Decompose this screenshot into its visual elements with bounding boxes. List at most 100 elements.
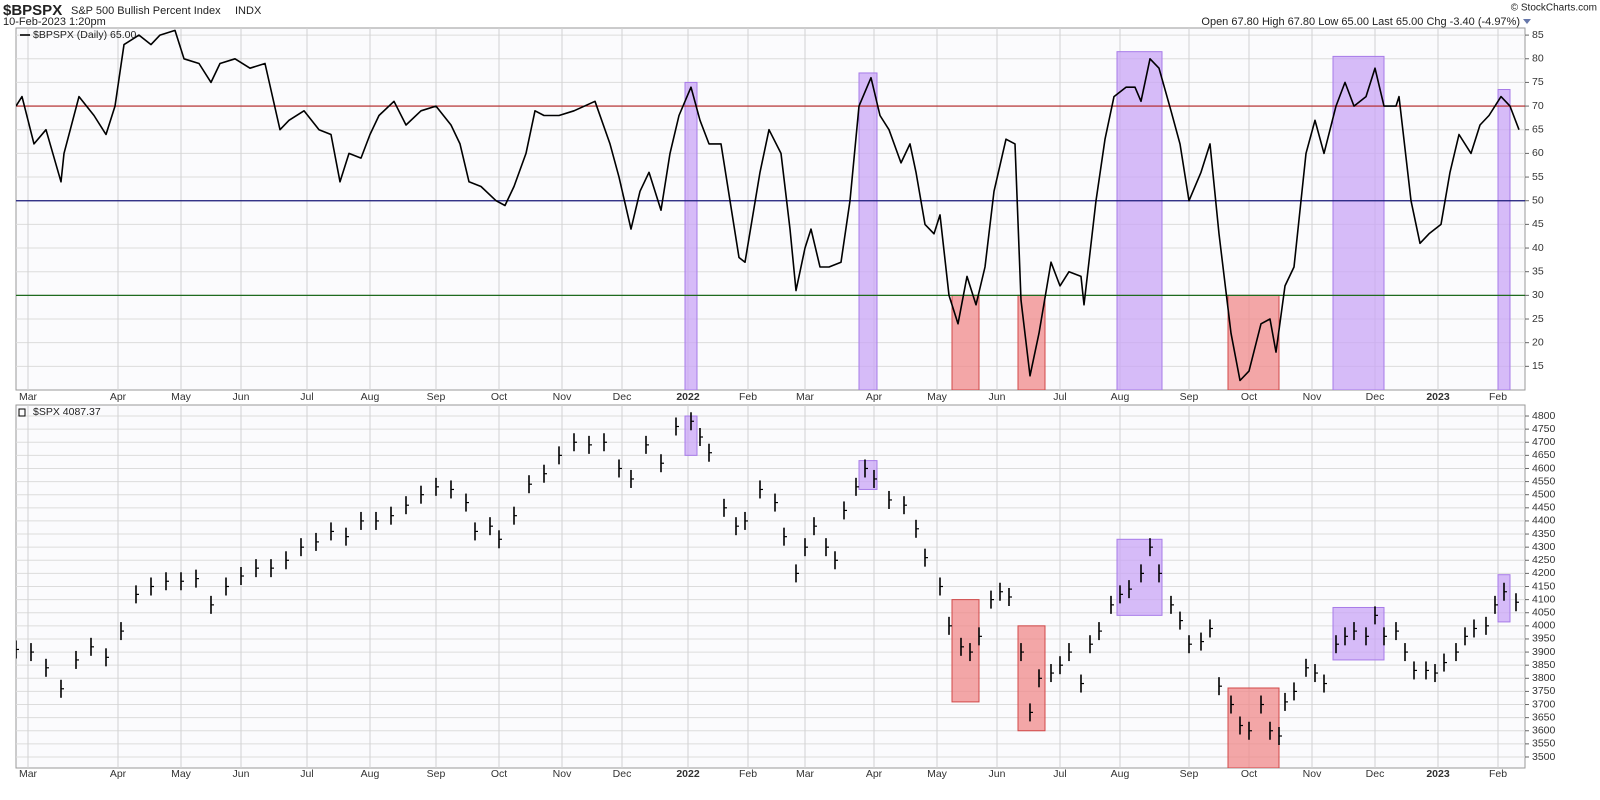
y-tick-label: 4150 — [1532, 580, 1556, 592]
price-bar — [558, 446, 562, 465]
y-tick-label: 65 — [1532, 124, 1544, 136]
price-bar — [864, 459, 868, 478]
price-bar — [1119, 585, 1123, 604]
y-tick-label: 4750 — [1532, 423, 1556, 435]
price-bar — [1050, 664, 1054, 683]
price-bar — [1335, 635, 1339, 654]
x-tick-label: Apr — [866, 391, 883, 403]
price-bar — [1494, 595, 1498, 614]
price-bar — [1218, 677, 1222, 696]
x-tick-label: Oct — [1241, 768, 1257, 780]
x-tick-label: May — [171, 768, 192, 780]
x-tick-label: Sep — [1180, 768, 1199, 780]
price-bar — [435, 477, 439, 496]
x-tick-label: Jun — [989, 768, 1006, 780]
x-tick-label: Aug — [1111, 391, 1130, 403]
price-bar — [843, 501, 847, 520]
x-tick-label: Aug — [361, 391, 380, 403]
y-tick-label: 3800 — [1532, 672, 1556, 684]
price-bar — [1020, 643, 1024, 662]
price-bar — [855, 477, 859, 496]
highlight-zone — [1332, 55, 1385, 390]
y-tick-label: 4300 — [1532, 541, 1556, 553]
price-bar — [888, 490, 892, 509]
price-bar — [489, 517, 493, 536]
price-bar — [708, 443, 712, 462]
x-tick-label: Mar — [19, 768, 38, 780]
price-bar — [774, 493, 778, 512]
price-bar — [690, 412, 694, 431]
y-tick-label: 70 — [1532, 100, 1544, 112]
highlight-zone — [951, 599, 980, 703]
price-bar — [513, 506, 517, 525]
price-bar — [315, 532, 319, 551]
price-bar — [1413, 661, 1417, 680]
price-bar — [1110, 595, 1114, 614]
price-bar — [990, 590, 994, 609]
price-bar — [1353, 622, 1357, 641]
price-bar — [699, 427, 703, 446]
price-bar — [1314, 664, 1318, 683]
price-bar — [45, 658, 49, 677]
x-tick-label: 2022 — [676, 391, 700, 403]
y-tick-label: 4000 — [1532, 620, 1556, 632]
y-tick-label: 4250 — [1532, 554, 1556, 566]
price-bar — [645, 435, 649, 454]
y-tick-label: 15 — [1532, 360, 1544, 372]
y-tick-label: 4600 — [1532, 462, 1556, 474]
price-bar — [804, 538, 808, 557]
price-bar — [255, 559, 259, 578]
x-tick-label: Jul — [300, 391, 313, 403]
price-bar — [345, 527, 349, 546]
price-bar — [1128, 580, 1132, 599]
price-bar — [300, 538, 304, 557]
price-bar — [1170, 595, 1174, 614]
price-bar — [135, 585, 139, 604]
price-bar — [120, 622, 124, 641]
price-bar — [630, 469, 634, 488]
y-tick-label: 40 — [1532, 242, 1544, 254]
price-bar — [240, 567, 244, 586]
y-tick-label: 4400 — [1532, 515, 1556, 527]
quote-menu[interactable] — [1523, 19, 1531, 24]
x-tick-label: Mar — [796, 391, 815, 403]
price-bar — [1323, 674, 1327, 693]
price-bar — [1098, 622, 1102, 641]
price-bar — [1188, 635, 1192, 654]
highlight-zone — [1227, 687, 1280, 768]
y-tick-label: 4200 — [1532, 567, 1556, 579]
price-bar — [543, 464, 547, 483]
price-bar — [75, 650, 79, 669]
y-tick-label: 80 — [1532, 53, 1544, 65]
price-bar — [405, 496, 409, 515]
x-tick-label: May — [927, 391, 948, 403]
highlight-zone — [1332, 606, 1385, 661]
x-tick-label: Feb — [1489, 768, 1507, 780]
price-bar — [420, 485, 424, 504]
x-tick-label: Apr — [110, 768, 127, 780]
price-bar — [1455, 643, 1459, 662]
legend-swatch — [18, 408, 26, 417]
x-tick-label: Jun — [233, 768, 250, 780]
y-tick-label: 4450 — [1532, 502, 1556, 514]
x-tick-label: Jul — [300, 768, 313, 780]
x-tick-label: Aug — [1111, 768, 1130, 780]
x-tick-label: Mar — [796, 768, 815, 780]
y-tick-label: 4650 — [1532, 449, 1556, 461]
legend-label: $SPX 4087.37 — [33, 406, 101, 418]
x-tick-label: Jul — [1053, 391, 1066, 403]
y-tick-label: 3750 — [1532, 685, 1556, 697]
price-bar — [90, 637, 94, 656]
x-tick-label: Sep — [1180, 391, 1199, 403]
y-tick-label: 35 — [1532, 265, 1544, 277]
price-bar — [948, 616, 952, 635]
price-bar — [528, 475, 532, 494]
price-bar — [735, 517, 739, 536]
price-bar — [1029, 703, 1033, 722]
plot — [16, 28, 1525, 390]
highlight-zone — [951, 294, 980, 390]
price-bar — [939, 577, 943, 596]
y-tick-label: 55 — [1532, 171, 1544, 183]
price-bar — [825, 538, 829, 557]
